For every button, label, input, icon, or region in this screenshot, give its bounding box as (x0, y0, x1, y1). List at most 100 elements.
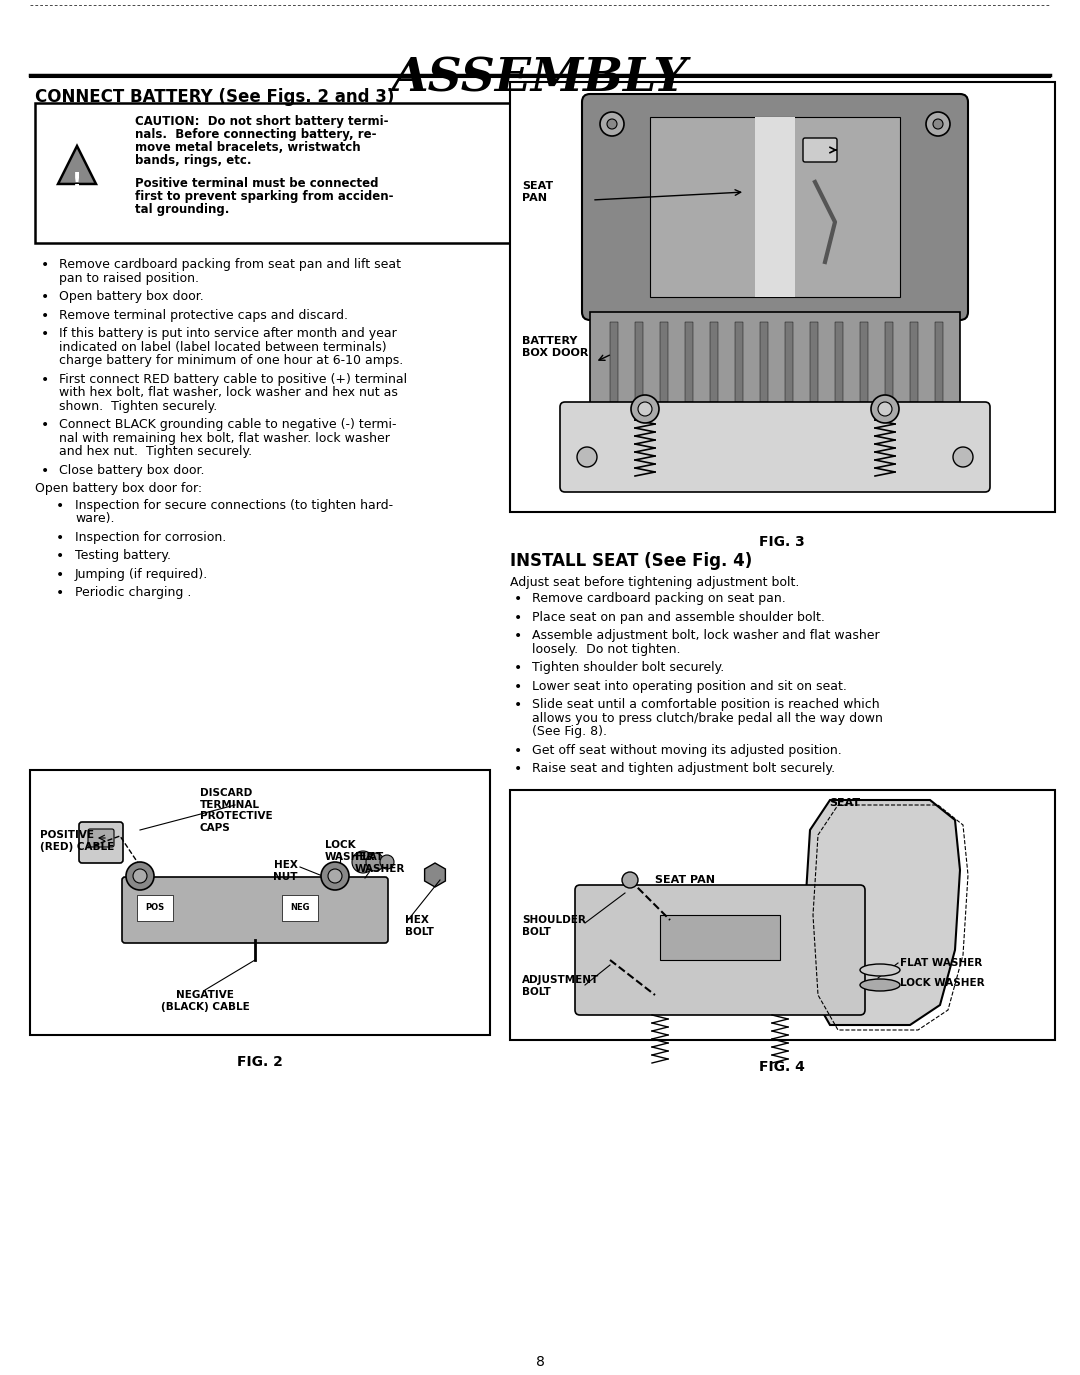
Text: •: • (514, 679, 522, 693)
Text: Assemble adjustment bolt, lock washer and flat washer: Assemble adjustment bolt, lock washer an… (532, 628, 879, 642)
Text: HEX
NUT: HEX NUT (273, 859, 298, 881)
Text: •: • (56, 568, 64, 582)
Bar (35, 103, 519, 243)
Text: •: • (514, 744, 522, 758)
Text: with hex bolt, flat washer, lock washer and hex nut as: with hex bolt, flat washer, lock washer … (59, 386, 397, 399)
Circle shape (933, 120, 943, 129)
Circle shape (126, 862, 154, 890)
Text: •: • (514, 661, 522, 675)
Text: •: • (56, 531, 64, 544)
Text: Raise seat and tighten adjustment bolt securely.: Raise seat and tighten adjustment bolt s… (532, 762, 835, 776)
Text: first to prevent sparking from acciden-: first to prevent sparking from acciden- (135, 190, 393, 204)
FancyBboxPatch shape (575, 886, 865, 1015)
Text: CONNECT BATTERY (See Figs. 2 and 3): CONNECT BATTERY (See Figs. 2 and 3) (35, 88, 394, 106)
Text: INSTALL SEAT (See Fig. 4): INSTALL SEAT (See Fig. 4) (510, 551, 753, 571)
Text: •: • (41, 290, 49, 304)
Text: Close battery box door.: Close battery box door. (59, 463, 204, 477)
Text: pan to raised position.: pan to raised position. (59, 271, 199, 285)
Text: Inspection for secure connections (to tighten hard-: Inspection for secure connections (to ti… (75, 499, 393, 512)
Text: •: • (514, 698, 522, 712)
Text: (See Fig. 8).: (See Fig. 8). (532, 725, 607, 738)
Text: FIG. 3: FIG. 3 (759, 535, 805, 549)
Text: •: • (41, 463, 49, 477)
Bar (860, 322, 868, 401)
Bar (755, 117, 795, 297)
Text: Remove cardboard packing from seat pan and lift seat: Remove cardboard packing from seat pan a… (59, 258, 401, 271)
Circle shape (577, 447, 597, 468)
Text: POS: POS (146, 903, 164, 913)
Text: CAUTION:  Do not short battery termi-: CAUTION: Do not short battery termi- (135, 116, 389, 128)
Text: Tighten shoulder bolt securely.: Tighten shoulder bolt securely. (532, 661, 725, 674)
Text: allows you to press clutch/brake pedal all the way down: allows you to press clutch/brake pedal a… (532, 711, 882, 725)
Bar (735, 322, 743, 401)
Text: ASSEMBLY: ASSEMBLY (392, 55, 688, 100)
Bar (785, 322, 793, 401)
Text: •: • (514, 610, 522, 624)
Text: Positive terminal must be connected: Positive terminal must be connected (135, 177, 378, 190)
FancyBboxPatch shape (804, 138, 837, 162)
Circle shape (953, 447, 973, 468)
Circle shape (638, 402, 652, 417)
Text: HEX
BOLT: HEX BOLT (405, 914, 434, 936)
Text: NEG: NEG (291, 903, 310, 913)
Text: nal with remaining hex bolt, flat washer. lock washer: nal with remaining hex bolt, flat washer… (59, 432, 390, 444)
Text: •: • (41, 308, 49, 323)
Circle shape (352, 851, 374, 873)
Circle shape (380, 855, 394, 869)
Text: Connect BLACK grounding cable to negative (-) termi-: Connect BLACK grounding cable to negativ… (59, 418, 396, 430)
Bar (810, 322, 818, 401)
Text: Inspection for corrosion.: Inspection for corrosion. (75, 531, 226, 543)
Text: Place seat on pan and assemble shoulder bolt.: Place seat on pan and assemble shoulder … (532, 610, 825, 623)
Text: •: • (41, 327, 49, 341)
Circle shape (607, 120, 617, 129)
Bar (30, 770, 490, 1035)
Polygon shape (805, 800, 960, 1024)
Circle shape (870, 395, 899, 423)
Text: move metal bracelets, wristwatch: move metal bracelets, wristwatch (135, 142, 361, 154)
Text: •: • (56, 499, 64, 513)
Text: bands, rings, etc.: bands, rings, etc. (135, 154, 252, 166)
Bar (650, 117, 900, 297)
Bar (710, 322, 718, 401)
Text: •: • (56, 586, 64, 600)
Text: FIG. 4: FIG. 4 (759, 1060, 805, 1074)
FancyBboxPatch shape (582, 94, 968, 320)
Text: •: • (514, 628, 522, 644)
Text: Open battery box door for:: Open battery box door for: (35, 483, 202, 495)
Text: LOCK
WASHER: LOCK WASHER (325, 840, 376, 862)
Circle shape (631, 395, 659, 423)
Bar (610, 322, 618, 401)
Text: SEAT PAN: SEAT PAN (654, 874, 715, 886)
Text: SEAT: SEAT (829, 798, 861, 808)
Text: •: • (41, 418, 49, 432)
Text: DISCARD
TERMINAL
PROTECTIVE
CAPS: DISCARD TERMINAL PROTECTIVE CAPS (200, 788, 272, 833)
Text: shown.  Tighten securely.: shown. Tighten securely. (59, 400, 217, 412)
Bar (660, 914, 780, 960)
Text: •: • (56, 549, 64, 562)
Bar (510, 791, 1055, 1040)
Text: ADJUSTMENT
BOLT: ADJUSTMENT BOLT (522, 975, 599, 997)
Text: Lower seat into operating position and sit on seat.: Lower seat into operating position and s… (532, 679, 847, 693)
Text: NEGATIVE
(BLACK) CABLE: NEGATIVE (BLACK) CABLE (161, 990, 249, 1012)
Text: nals.  Before connecting battery, re-: nals. Before connecting battery, re- (135, 128, 377, 142)
Ellipse shape (860, 964, 900, 976)
Text: •: • (41, 373, 49, 386)
Bar (635, 322, 643, 401)
Polygon shape (58, 146, 96, 184)
Text: tal grounding.: tal grounding. (135, 204, 229, 216)
Text: BATTERY
BOX DOOR: BATTERY BOX DOOR (522, 337, 589, 358)
Text: SHOULDER
BOLT: SHOULDER BOLT (522, 914, 585, 936)
Bar (935, 322, 943, 401)
Text: FIG. 2: FIG. 2 (238, 1055, 283, 1068)
Circle shape (600, 111, 624, 136)
Circle shape (878, 402, 892, 417)
Text: FLAT
WASHER: FLAT WASHER (355, 852, 405, 873)
Text: POSITIVE
(RED) CABLE: POSITIVE (RED) CABLE (40, 830, 114, 851)
Text: LOCK WASHER: LOCK WASHER (900, 978, 985, 989)
Bar (910, 322, 918, 401)
Bar (510, 82, 1055, 512)
Text: !: ! (72, 172, 82, 193)
Text: Get off seat without moving its adjusted position.: Get off seat without moving its adjusted… (532, 744, 841, 756)
Text: Slide seat until a comfortable position is reached which: Slide seat until a comfortable position … (532, 698, 879, 711)
Text: •: • (514, 593, 522, 606)
